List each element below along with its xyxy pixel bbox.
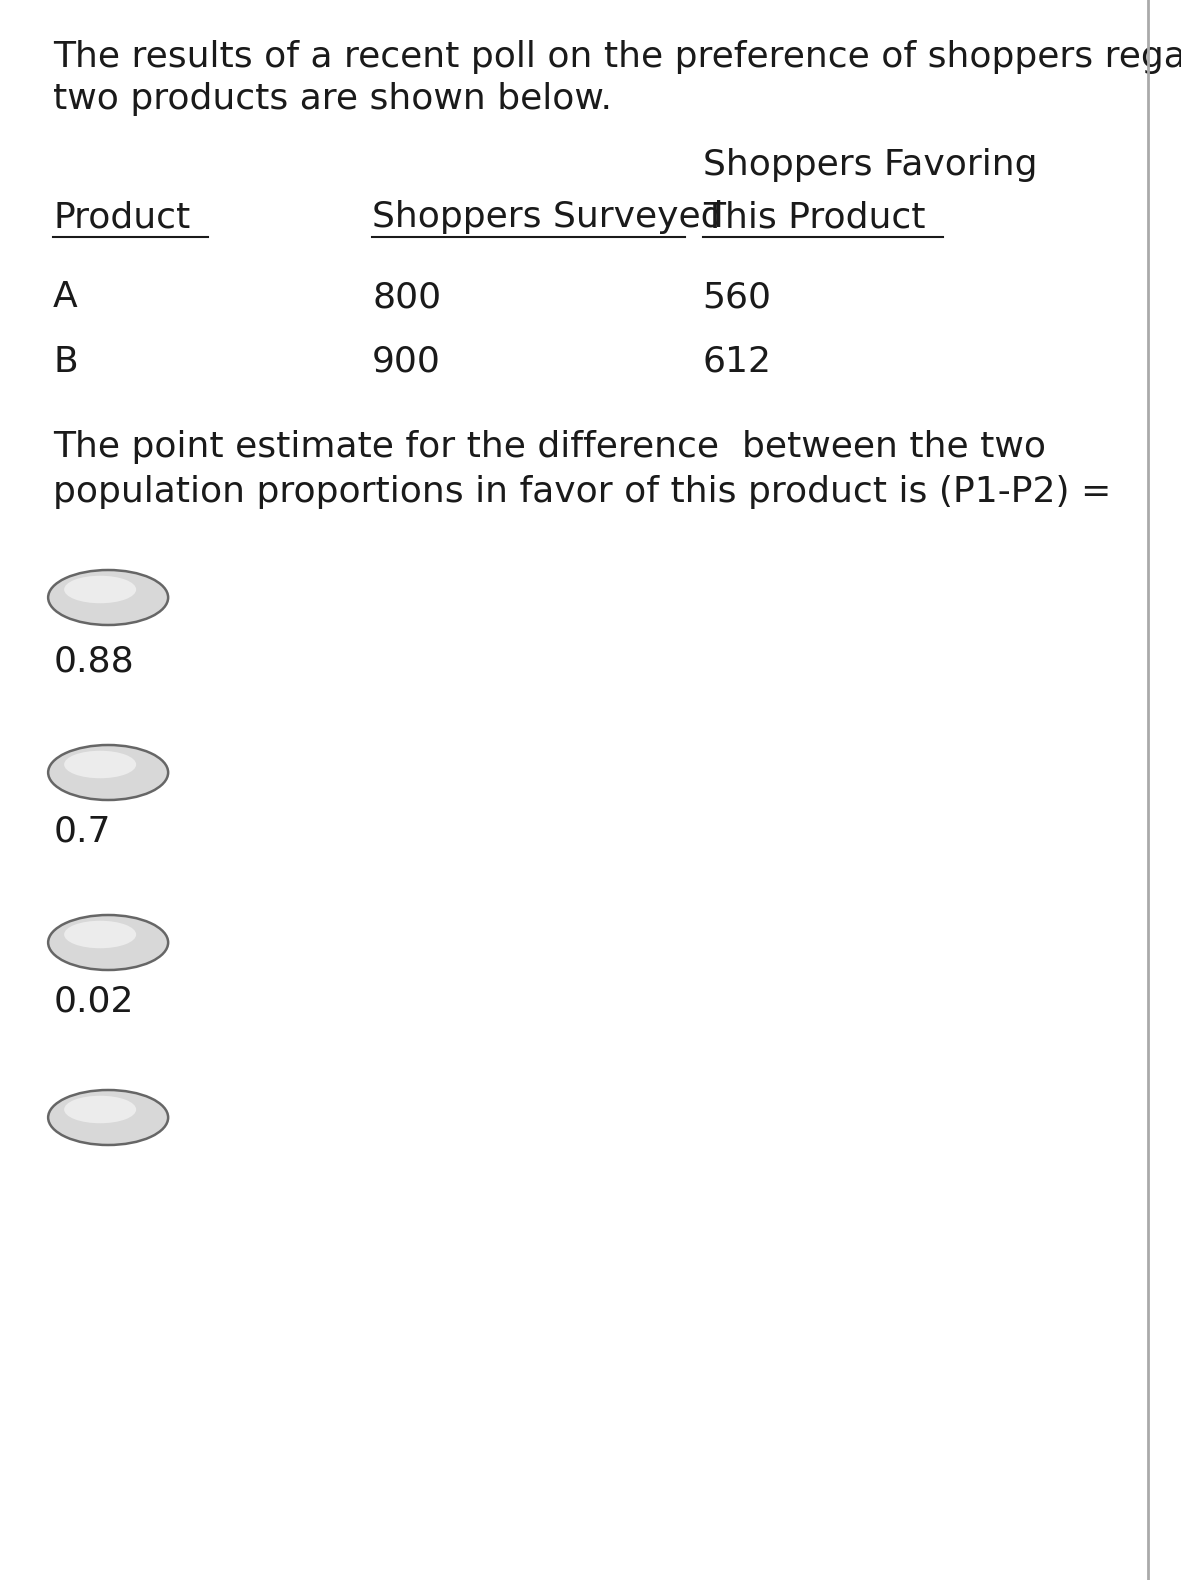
Ellipse shape [48,915,168,970]
Text: Shoppers Favoring: Shoppers Favoring [703,149,1037,182]
Text: 0.7: 0.7 [53,815,111,848]
Ellipse shape [48,1090,168,1145]
Ellipse shape [64,1097,136,1123]
Ellipse shape [64,750,136,779]
Ellipse shape [48,746,168,799]
Text: A: A [53,280,78,314]
Ellipse shape [64,575,136,604]
Text: 0.88: 0.88 [53,645,133,679]
Text: population proportions in favor of this product is (P1-P2) =: population proportions in favor of this … [53,476,1111,509]
Text: 612: 612 [703,344,771,379]
Ellipse shape [64,921,136,948]
Text: two products are shown below.: two products are shown below. [53,82,612,115]
Text: 900: 900 [372,344,441,379]
Text: B: B [53,344,78,379]
Text: Shoppers Surveyed: Shoppers Surveyed [372,201,724,234]
Text: This Product: This Product [703,201,925,234]
Text: 560: 560 [703,280,771,314]
Text: The point estimate for the difference  between the two: The point estimate for the difference be… [53,430,1046,465]
Text: Product: Product [53,201,190,234]
Text: The results of a recent poll on the preference of shoppers regarding: The results of a recent poll on the pref… [53,40,1181,74]
Text: 0.02: 0.02 [53,984,133,1019]
Ellipse shape [48,570,168,626]
Text: 800: 800 [372,280,442,314]
